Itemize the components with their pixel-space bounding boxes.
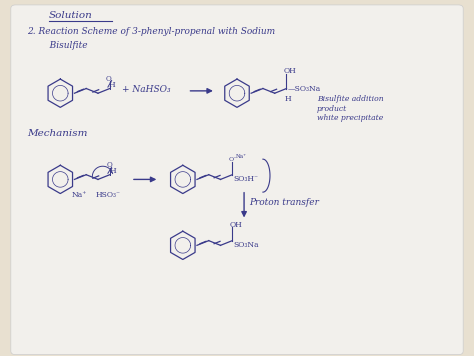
Text: H: H [110, 167, 117, 175]
Text: SO₃Na: SO₃Na [234, 241, 259, 249]
Text: SO₃H⁻: SO₃H⁻ [234, 175, 259, 183]
Text: Na⁺: Na⁺ [236, 154, 247, 159]
Text: + NaHSO₃: + NaHSO₃ [121, 85, 170, 94]
Text: O: O [107, 161, 113, 169]
Text: Mechanism: Mechanism [27, 129, 88, 138]
Text: HSO₃⁻: HSO₃⁻ [96, 191, 121, 199]
Text: white precipitate: white precipitate [317, 114, 383, 122]
Text: OH: OH [229, 220, 242, 229]
Text: H: H [109, 81, 116, 89]
Text: —SO₃Na: —SO₃Na [288, 85, 321, 93]
Text: OH: OH [284, 67, 297, 75]
Text: Bisulfite addition: Bisulfite addition [317, 95, 384, 103]
Text: H: H [285, 95, 292, 103]
Text: product: product [317, 105, 347, 112]
Text: O: O [106, 74, 112, 83]
Text: Solution: Solution [48, 11, 92, 20]
Text: Na⁺: Na⁺ [72, 191, 87, 199]
Text: 2. Reaction Scheme of 3-phenyl-propenal with Sodium: 2. Reaction Scheme of 3-phenyl-propenal … [27, 27, 275, 36]
Text: Proton transfer: Proton transfer [249, 198, 319, 207]
Text: O⁻: O⁻ [228, 157, 237, 162]
Text: Bisulfite: Bisulfite [41, 41, 88, 49]
FancyBboxPatch shape [11, 5, 463, 355]
